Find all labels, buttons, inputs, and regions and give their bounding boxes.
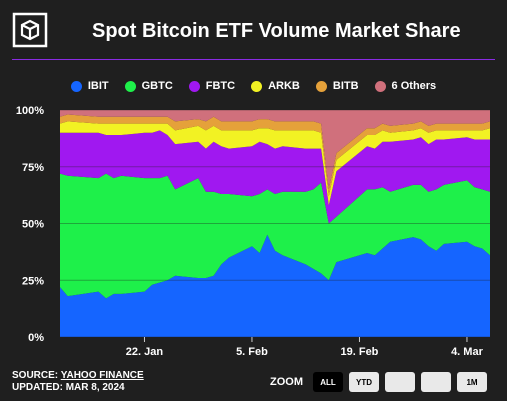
- zoom-ytd-button[interactable]: YTD: [349, 372, 379, 392]
- legend-item-gbtc[interactable]: GBTC: [124, 80, 173, 92]
- area-series-arkb: [60, 121, 490, 206]
- x-tick-label: 22. Jan: [126, 346, 164, 358]
- chart-footer: SOURCE: YAHOO FINANCE UPDATED: MAR 8, 20…: [12, 370, 144, 394]
- legend-item-ibit[interactable]: IBIT: [70, 80, 109, 92]
- legend-label: GBTC: [141, 80, 173, 92]
- chart-title: Spot Bitcoin ETF Volume Market Share: [92, 20, 461, 42]
- zoom-controls: ZOOM ALL YTD 1M: [270, 372, 487, 392]
- source-line: SOURCE: YAHOO FINANCE: [12, 370, 144, 382]
- area-series-fbtc: [60, 130, 490, 224]
- y-tick-label: 0%: [28, 332, 44, 344]
- legend-swatch: [188, 80, 200, 92]
- zoom-1m-button[interactable]: 1M: [457, 372, 487, 392]
- legend-label: ARKB: [268, 80, 300, 92]
- cube-logo-icon: [12, 12, 48, 48]
- chart-header: Spot Bitcoin ETF Volume Market Share: [0, 0, 507, 62]
- y-tick-label: 75%: [22, 162, 44, 174]
- legend-item-arkb[interactable]: ARKB: [251, 80, 300, 92]
- x-tick-label: 19. Feb: [341, 346, 379, 358]
- area-series-gbtc: [60, 173, 490, 299]
- area-series-bitb: [60, 114, 490, 197]
- legend-swatch: [315, 80, 327, 92]
- x-tick-label: 4. Mar: [451, 346, 484, 358]
- legend-label: BITB: [332, 80, 359, 92]
- legend-swatch: [70, 80, 82, 92]
- zoom-all-button[interactable]: ALL: [313, 372, 343, 392]
- zoom-blank-button-2[interactable]: [421, 372, 451, 392]
- y-tick-label: 50%: [22, 219, 44, 231]
- area-series-ibit: [60, 234, 490, 337]
- y-tick-label: 100%: [16, 105, 44, 117]
- legend-label: FBTC: [205, 80, 236, 92]
- legend-swatch: [251, 80, 263, 92]
- legend-swatch: [374, 80, 386, 92]
- legend-label: IBIT: [87, 80, 109, 92]
- legend-item-fbtc[interactable]: FBTC: [188, 80, 236, 92]
- legend-item-6-others[interactable]: 6 Others: [374, 80, 437, 92]
- legend-label: 6 Others: [391, 80, 437, 92]
- chart-legend: IBIT GBTC FBTC ARKB BITB 6 Others: [0, 80, 507, 92]
- header-divider: [12, 59, 495, 60]
- legend-swatch: [124, 80, 136, 92]
- source-prefix: SOURCE:: [12, 370, 61, 381]
- updated-date: UPDATED: MAR 8, 2024: [12, 382, 125, 393]
- source-link[interactable]: YAHOO FINANCE: [60, 370, 144, 381]
- stacked-area-chart: 0% 25% 50% 75% 100% 22. Jan 5. Feb 19. Feb 4. Ma…: [16, 105, 490, 358]
- y-tick-label: 25%: [22, 275, 44, 287]
- x-tick-label: 5. Feb: [236, 346, 268, 358]
- zoom-blank-button-1[interactable]: [385, 372, 415, 392]
- zoom-label: ZOOM: [270, 376, 303, 388]
- area-series-6-others: [60, 110, 490, 190]
- legend-item-bitb[interactable]: BITB: [315, 80, 359, 92]
